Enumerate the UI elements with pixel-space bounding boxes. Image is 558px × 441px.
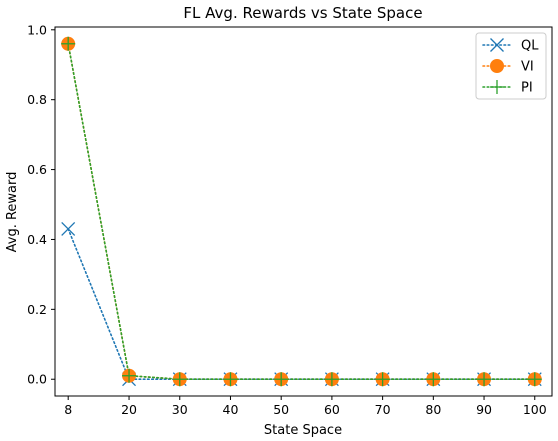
- legend-marker-pi: [490, 80, 504, 94]
- series-line-vi: [67, 42, 536, 381]
- x-tick-label: 60: [324, 402, 340, 417]
- data-point-pi: [527, 372, 542, 387]
- legend-marker-vi: [490, 59, 504, 73]
- series-markers-ql: [61, 222, 542, 387]
- y-tick-label: 0.4: [27, 232, 47, 247]
- y-tick-label: 0.2: [27, 302, 47, 317]
- data-point-pi: [122, 368, 137, 383]
- x-tick-label: 70: [375, 402, 391, 417]
- data-point-pi: [324, 372, 339, 387]
- legend: QL VI PI: [475, 32, 547, 100]
- legend-label: PI: [521, 81, 533, 96]
- y-tick-label: 1.0: [27, 22, 47, 37]
- plot-area: [61, 36, 542, 387]
- data-point-pi: [172, 372, 187, 387]
- series-markers-vi: [61, 36, 542, 387]
- x-tick-label: 8: [64, 402, 72, 417]
- y-tick-label: 0.0: [27, 372, 47, 387]
- x-axis-label: State Space: [264, 423, 342, 438]
- y-axis-label: Avg. Reward: [5, 172, 20, 253]
- legend-marker-ql: [490, 38, 504, 52]
- plot-frame: [54, 26, 553, 397]
- legend-label: QL: [521, 39, 539, 54]
- legend-item-pi: PI: [482, 80, 533, 96]
- data-point-ql: [61, 222, 76, 236]
- data-point-pi: [426, 372, 441, 387]
- data-point-pi: [223, 372, 238, 387]
- chart-title: FL Avg. Rewards vs State Space: [183, 4, 422, 22]
- series-markers-pi: [61, 36, 542, 387]
- x-tick-label: 80: [425, 402, 441, 417]
- x-tick-label: 40: [223, 402, 239, 417]
- axes: 8 20 30 40 50 60 70 80 90 100 0.0 0.2 0.4 0.6 0.8 1.0: [27, 22, 553, 417]
- legend-item-vi: VI: [482, 59, 534, 75]
- data-point-pi: [61, 36, 76, 51]
- legend-label: VI: [521, 60, 534, 75]
- x-tick-label: 20: [121, 402, 137, 417]
- x-tick-label: 100: [523, 402, 547, 417]
- legend-item-ql: QL: [482, 38, 539, 54]
- x-tick-label: 50: [273, 402, 289, 417]
- y-tick-label: 0.6: [27, 162, 47, 177]
- x-tick-label: 90: [476, 402, 492, 417]
- series-line-ql: [67, 228, 536, 381]
- data-point-pi: [477, 372, 492, 387]
- y-tick-label: 0.8: [27, 92, 47, 107]
- data-point-pi: [274, 372, 289, 387]
- series-line-pi: [67, 42, 536, 381]
- legend-box: [475, 32, 547, 100]
- x-tick-label: 30: [172, 402, 188, 417]
- data-point-pi: [375, 372, 390, 387]
